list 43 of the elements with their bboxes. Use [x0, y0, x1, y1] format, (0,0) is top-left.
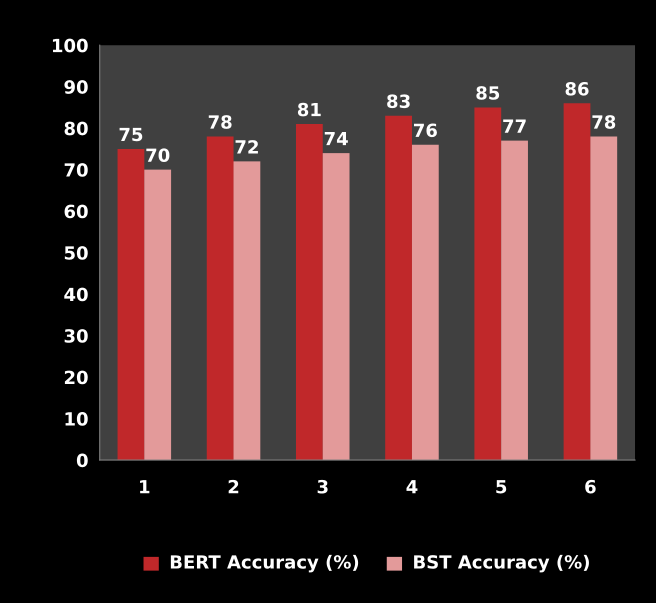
bar	[474, 107, 502, 460]
bar	[234, 161, 260, 460]
y-tick-label: 70	[64, 163, 88, 177]
x-tick-label: 1	[140, 480, 150, 494]
y-tick-label: 30	[64, 329, 88, 343]
data-label: 78	[208, 115, 232, 129]
legend-label: BERT Accuracy (%)	[170, 554, 358, 572]
data-label: 86	[566, 82, 589, 96]
data-label: 74	[324, 132, 348, 146]
x-tick-label: 6	[585, 480, 596, 494]
x-tick-label: 2	[228, 480, 238, 494]
data-label: 85	[476, 86, 500, 100]
y-tick-label: 0	[76, 454, 88, 468]
bar	[385, 116, 412, 460]
y-tick-label: 40	[64, 288, 88, 302]
bar	[564, 103, 590, 460]
bar	[501, 140, 528, 460]
y-tick-label: 80	[64, 122, 88, 136]
data-label: 76	[414, 123, 437, 138]
x-tick-label: 4	[406, 480, 418, 494]
bar	[296, 124, 323, 460]
bar	[206, 136, 234, 460]
y-tick-label: 60	[64, 204, 88, 218]
y-tick-label: 10	[66, 412, 88, 426]
data-label: 81	[298, 102, 321, 116]
data-label: 70	[146, 148, 170, 162]
data-label: 83	[387, 94, 410, 108]
data-label: 72	[236, 140, 258, 154]
data-label: 75	[120, 128, 142, 142]
legend-label: BST Accuracy (%)	[414, 554, 589, 572]
bar	[118, 148, 144, 460]
data-label: 77	[503, 120, 526, 133]
y-tick-label: 20	[64, 370, 88, 384]
bar	[144, 170, 172, 460]
bar	[322, 153, 350, 460]
y-tick-label: 90	[64, 80, 88, 94]
x-tick-label: 3	[318, 480, 328, 494]
x-tick-label: 5	[496, 480, 506, 494]
data-label: 78	[592, 115, 616, 129]
y-tick-label: 50	[64, 246, 88, 260]
bar	[590, 136, 618, 460]
y-tick-label: 100	[52, 38, 88, 52]
bar	[412, 144, 439, 460]
